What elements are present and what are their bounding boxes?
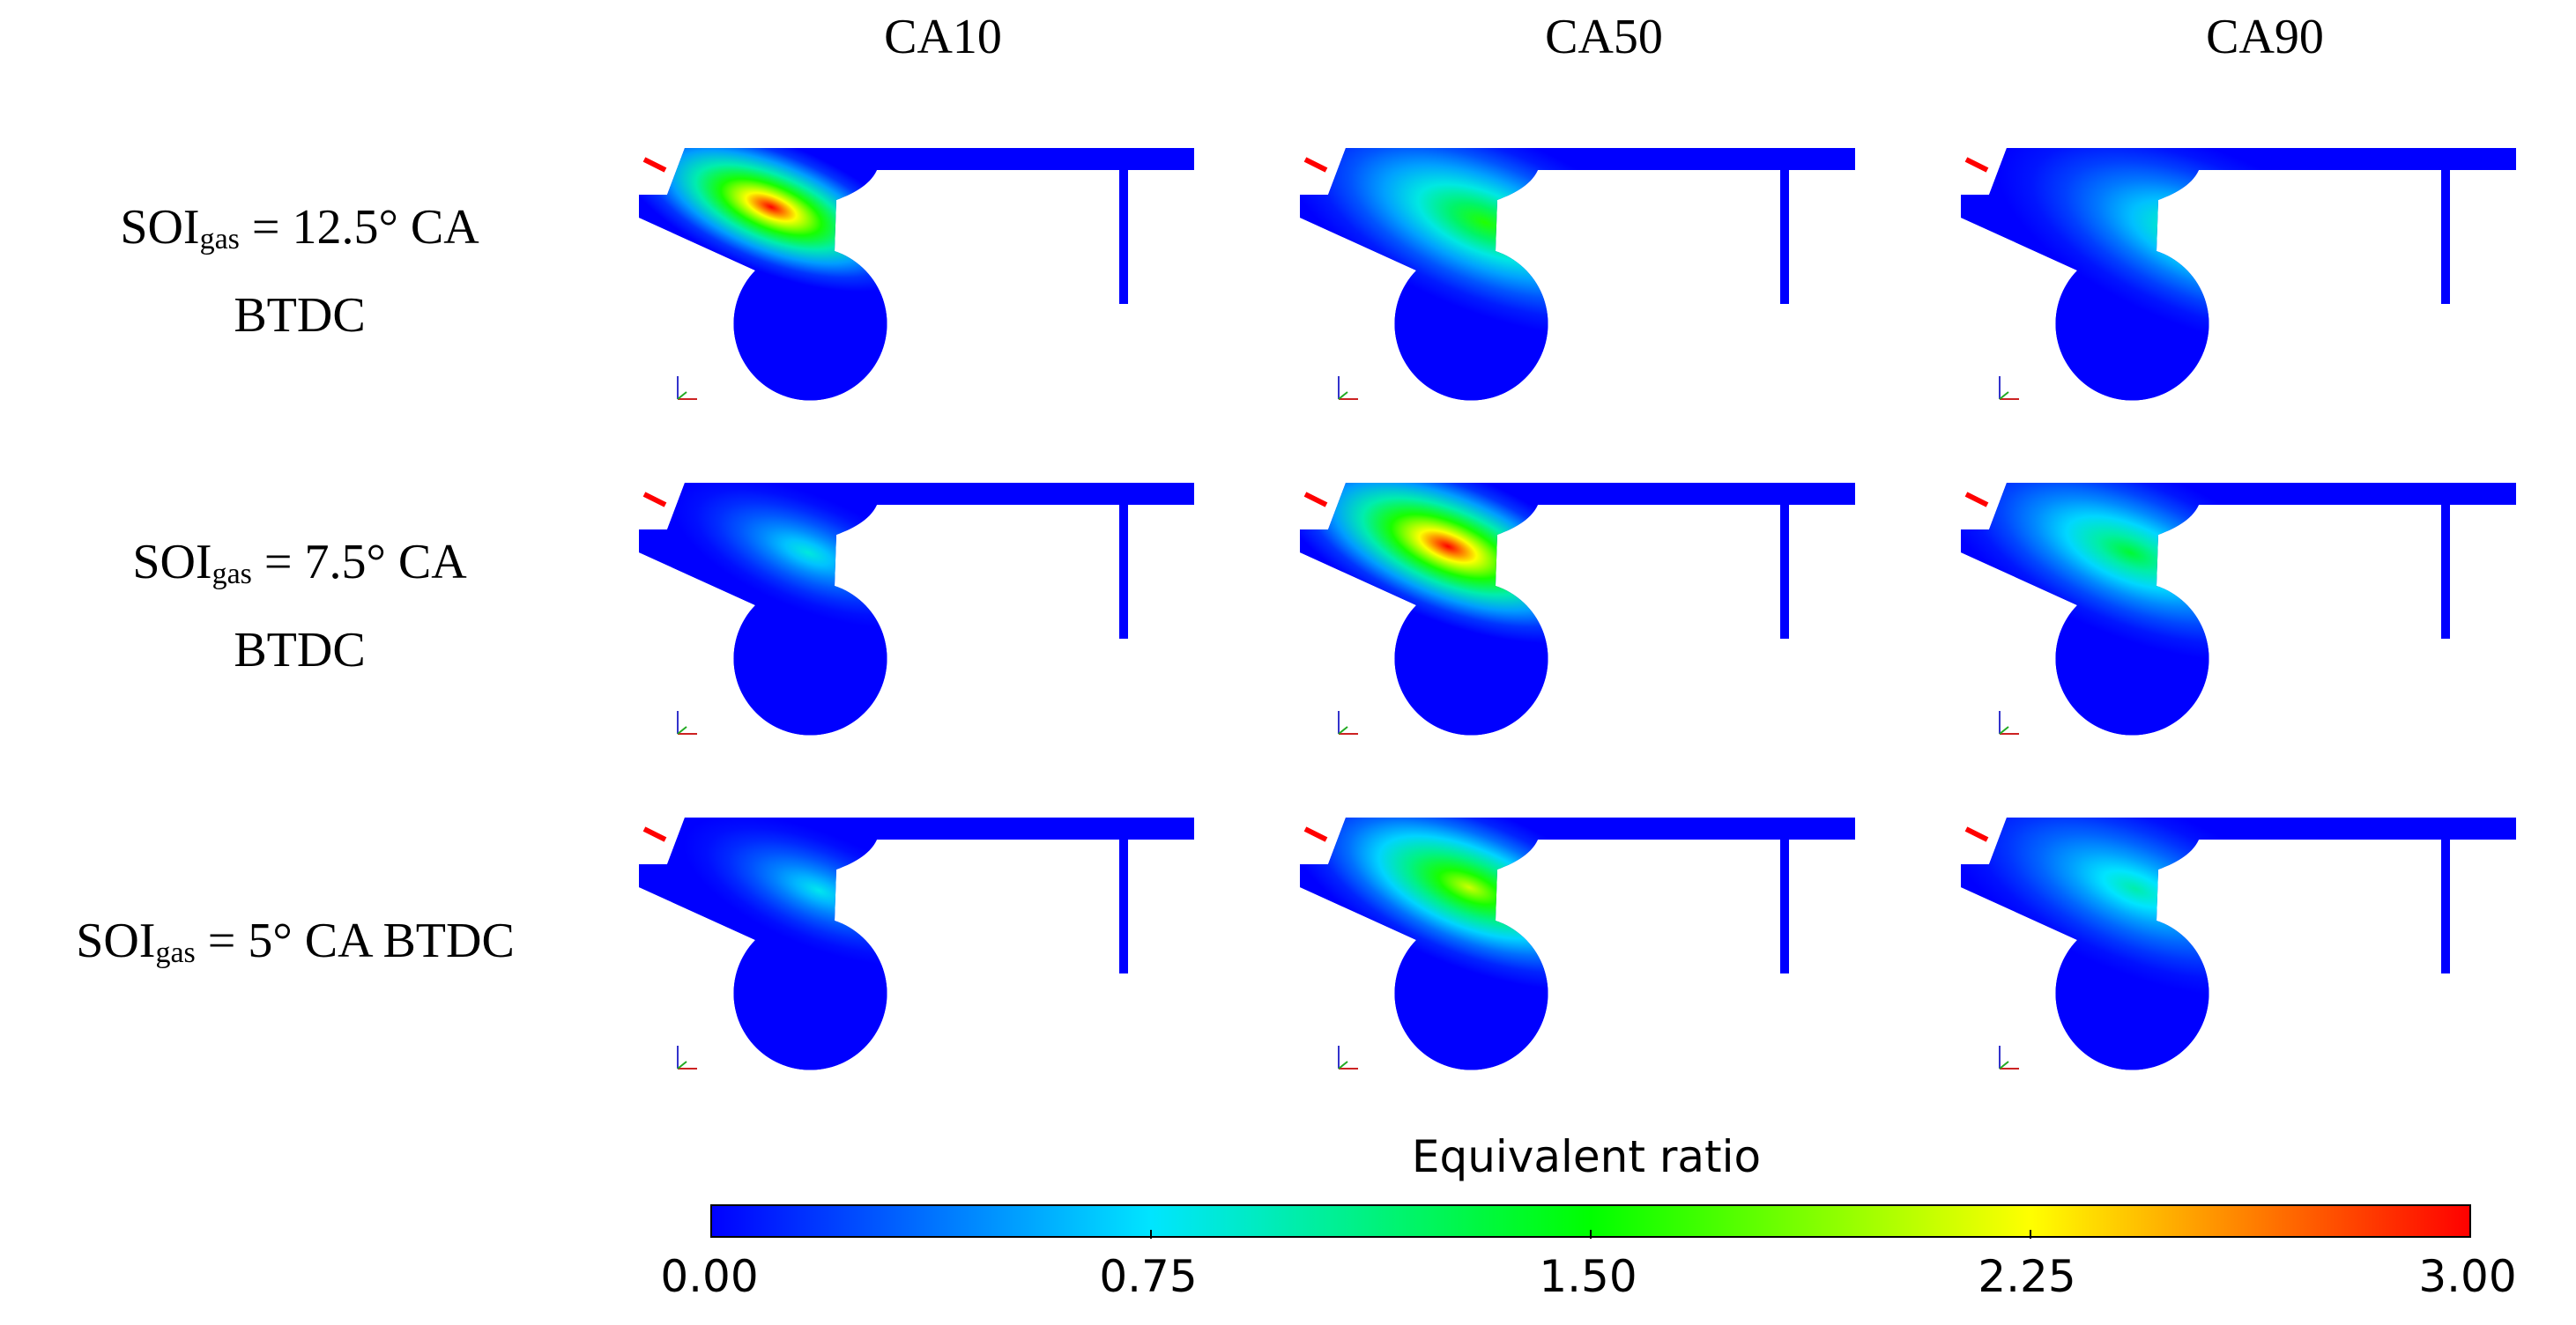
contour-panel-r2-ca10 bbox=[639, 483, 1194, 736]
row-label-1-prefix: SOI bbox=[120, 200, 200, 255]
row-label-1-line2: BTDC bbox=[234, 288, 366, 343]
coordinate-triad-icon bbox=[1338, 711, 1358, 735]
equivalence-ratio-field bbox=[1961, 818, 2516, 1070]
coordinate-triad-icon bbox=[677, 376, 697, 400]
row-label-1-text: = 12.5° CA bbox=[239, 200, 479, 255]
row-label-2-line1: SOIgas = 7.5° CA bbox=[53, 524, 546, 612]
equivalence-ratio-field bbox=[639, 483, 1194, 736]
injector-line bbox=[1964, 157, 1989, 173]
contour-panel-r3-ca10 bbox=[639, 818, 1194, 1070]
equivalence-ratio-field bbox=[1300, 483, 1855, 736]
contour-panel-r3-ca50 bbox=[1300, 818, 1855, 1070]
colorbar-tick-0: 0.00 bbox=[660, 1251, 759, 1302]
colorbar-tick-3: 2.25 bbox=[1978, 1251, 2076, 1302]
column-header-ca50: CA50 bbox=[1545, 10, 1663, 64]
contour-panel-r1-ca10 bbox=[639, 148, 1194, 401]
row-label-1: SOIgas = 12.5° CA BTDC bbox=[53, 189, 546, 353]
contour-panel-r1-ca90 bbox=[1961, 148, 2516, 401]
colorbar-tick-4: 3.00 bbox=[2418, 1251, 2517, 1302]
equivalence-ratio-field bbox=[1961, 483, 2516, 736]
injector-line bbox=[1303, 826, 1328, 842]
row-label-2-text: = 7.5° CA bbox=[251, 535, 467, 589]
row-label-2: SOIgas = 7.5° CA BTDC bbox=[53, 524, 546, 688]
injector-line bbox=[642, 157, 667, 173]
injector-line bbox=[642, 492, 667, 507]
colorbar bbox=[710, 1204, 2471, 1239]
contour-panel-r1-ca50 bbox=[1300, 148, 1855, 401]
row-label-2-sub: gas bbox=[212, 558, 252, 590]
contour-panel-r3-ca90 bbox=[1961, 818, 2516, 1070]
injector-line bbox=[1303, 157, 1328, 173]
row-label-2-line2: BTDC bbox=[234, 623, 366, 677]
row-label-3-text: = 5° CA BTDC bbox=[195, 914, 515, 968]
row-label-1-line1: SOIgas = 12.5° CA bbox=[53, 189, 546, 278]
contour-panel-r2-ca50 bbox=[1300, 483, 1855, 736]
row-label-3: SOIgas = 5° CA BTDC bbox=[9, 903, 582, 991]
contour-panel-r2-ca90 bbox=[1961, 483, 2516, 736]
coordinate-triad-icon bbox=[1999, 1046, 2019, 1070]
row-label-2-prefix: SOI bbox=[132, 535, 212, 589]
equivalence-ratio-field bbox=[1961, 148, 2516, 401]
legend-title: Equivalent ratio bbox=[1411, 1131, 1762, 1182]
coordinate-triad-icon bbox=[677, 1046, 697, 1070]
injector-line bbox=[1964, 492, 1989, 507]
coordinate-triad-icon bbox=[1338, 376, 1358, 400]
injector-line bbox=[1964, 826, 1989, 842]
row-label-3-line1: SOIgas = 5° CA BTDC bbox=[9, 903, 582, 991]
coordinate-triad-icon bbox=[1999, 711, 2019, 735]
colorbar-tick-2: 1.50 bbox=[1539, 1251, 1637, 1302]
coordinate-triad-icon bbox=[1338, 1046, 1358, 1070]
coordinate-triad-icon bbox=[677, 711, 697, 735]
equivalence-ratio-field bbox=[639, 148, 1194, 401]
colorbar-tick-1: 0.75 bbox=[1099, 1251, 1198, 1302]
equivalence-ratio-field bbox=[1300, 818, 1855, 1070]
injector-line bbox=[642, 826, 667, 842]
row-label-1-sub: gas bbox=[199, 223, 240, 255]
coordinate-triad-icon bbox=[1999, 376, 2019, 400]
equivalence-ratio-field bbox=[639, 818, 1194, 1070]
row-label-3-prefix: SOI bbox=[76, 914, 156, 968]
column-header-ca90: CA90 bbox=[2206, 10, 2324, 64]
column-header-ca10: CA10 bbox=[884, 10, 1002, 64]
equivalence-ratio-field bbox=[1300, 148, 1855, 401]
injector-line bbox=[1303, 492, 1328, 507]
row-label-3-sub: gas bbox=[155, 936, 196, 969]
